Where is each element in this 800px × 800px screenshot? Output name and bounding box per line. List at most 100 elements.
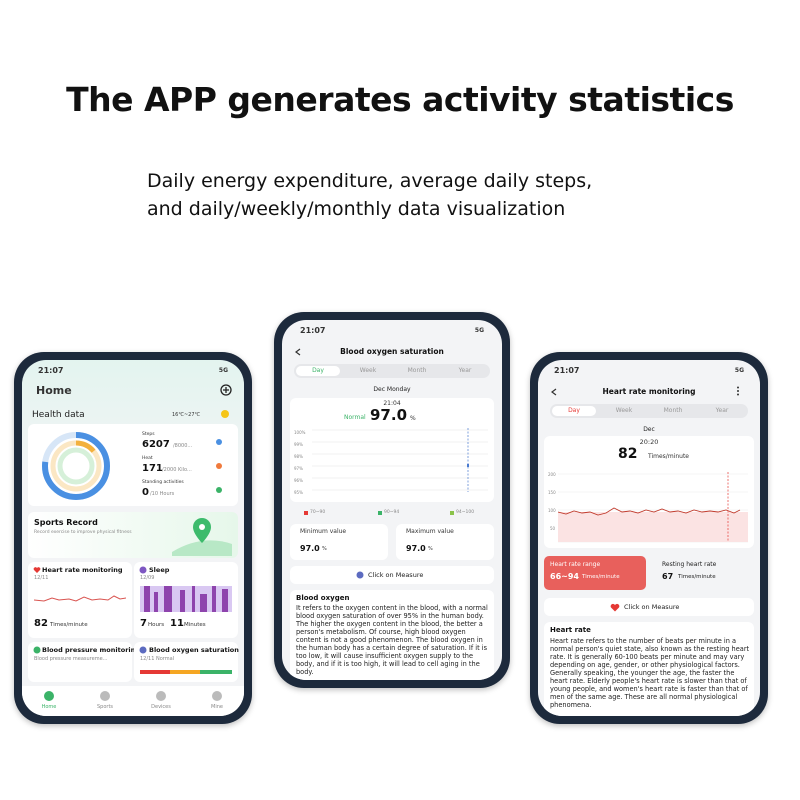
screen-title: Heart rate monitoring bbox=[602, 387, 696, 396]
tab-sports[interactable]: Sports bbox=[96, 704, 114, 710]
reading-time: 20:20 bbox=[639, 438, 659, 446]
max-label: Maximum value bbox=[406, 528, 454, 535]
bp-icon bbox=[33, 646, 41, 654]
sleep-bars bbox=[140, 586, 232, 612]
axis-label: 100% bbox=[294, 430, 306, 435]
tab-week[interactable]: Week bbox=[615, 407, 633, 414]
measure-button[interactable] bbox=[544, 598, 754, 616]
tab-month[interactable]: Month bbox=[663, 407, 683, 414]
min-value: 97.0 bbox=[300, 544, 320, 553]
resting-value: 67 bbox=[662, 572, 674, 581]
legend-swatches bbox=[304, 511, 454, 515]
back-icon[interactable] bbox=[294, 348, 302, 356]
heart-screen: 21:07 5G Heart rate monitoring Day Week … bbox=[538, 360, 760, 716]
tab-month[interactable]: Month bbox=[407, 367, 427, 374]
sleep-title: Sleep bbox=[149, 566, 170, 574]
heart-sparkline bbox=[34, 595, 126, 602]
heart-icon bbox=[610, 603, 620, 612]
tab-week[interactable]: Week bbox=[359, 367, 377, 374]
oxygen-screen: 21:07 5G Blood oxygen saturation Day Wee… bbox=[282, 320, 502, 680]
screen-title: Home bbox=[36, 384, 72, 397]
sleep-minutes: 11 bbox=[170, 618, 184, 629]
axis-label: 98% bbox=[294, 454, 303, 459]
axis-label: 150 bbox=[548, 490, 556, 495]
tab-year[interactable]: Year bbox=[715, 407, 729, 414]
oxygen-chart bbox=[312, 428, 488, 492]
measure-label[interactable]: Click on Measure bbox=[624, 603, 680, 611]
headline: The APP generates activity statistics bbox=[66, 80, 734, 119]
active-tab bbox=[296, 366, 340, 376]
bp-title: Blood pressure monitoring bbox=[42, 646, 140, 654]
info-title: Heart rate bbox=[550, 626, 591, 634]
screen-title: Blood oxygen saturation bbox=[340, 347, 444, 356]
subtitle: and daily/weekly/monthly data visualizat… bbox=[147, 198, 566, 220]
range-unit: Times/minute bbox=[582, 574, 620, 580]
oxygen-subtitle: 12/11 Normal bbox=[140, 656, 175, 662]
heart-value: 82 bbox=[34, 618, 48, 629]
status-network: 5G bbox=[734, 367, 744, 374]
info-text: It refers to the oxygen content in the b… bbox=[296, 604, 488, 676]
steps-goal: /8000... bbox=[173, 443, 193, 449]
measure-button[interactable] bbox=[290, 566, 494, 584]
status-time: 21:07 bbox=[300, 326, 326, 335]
heart-chart bbox=[558, 472, 748, 543]
legend-label: 90~94 bbox=[384, 510, 400, 515]
activity-icons bbox=[216, 439, 222, 493]
sports-title: Sports Record bbox=[34, 518, 98, 527]
section-title: Health data bbox=[32, 410, 85, 420]
hours-unit: Hours bbox=[148, 622, 165, 628]
max-unit: % bbox=[428, 546, 433, 552]
phone: 21:07 5G Home Health data 16℃~27℃ Steps … bbox=[14, 352, 252, 724]
status-network: 5G bbox=[218, 367, 228, 374]
max-card bbox=[396, 524, 494, 560]
info-card bbox=[290, 590, 494, 680]
heat-goal: /2000 Kilo... bbox=[162, 467, 192, 473]
weather: 16℃~27℃ bbox=[172, 412, 201, 418]
tab-mine[interactable]: Mine bbox=[211, 704, 223, 710]
reading-unit: % bbox=[410, 415, 416, 422]
tab-day[interactable]: Day bbox=[568, 407, 580, 414]
bp-subtitle: Blood pressure measureme... bbox=[34, 656, 108, 662]
steps-value: 6207 bbox=[142, 439, 170, 450]
reading-value: 82 bbox=[618, 446, 638, 462]
info-title: Blood oxygen bbox=[296, 594, 350, 602]
sleep-hours: 7 bbox=[140, 618, 147, 629]
axis-label: 200 bbox=[548, 472, 556, 477]
info-text: Heart rate refers to the number of beats… bbox=[550, 637, 750, 709]
heat-label: Heat bbox=[142, 456, 153, 461]
range-label: Heart rate range bbox=[550, 561, 601, 568]
tab-year[interactable]: Year bbox=[458, 367, 472, 374]
status: Normal bbox=[344, 414, 366, 421]
tab-day[interactable]: Day bbox=[312, 367, 324, 374]
back-icon[interactable] bbox=[550, 388, 558, 396]
reading-time: 21:04 bbox=[383, 400, 401, 407]
axis-label: 96% bbox=[294, 478, 303, 483]
sleep-date: 12/09 bbox=[140, 575, 155, 581]
oxygen-scale bbox=[140, 670, 232, 674]
oxygen-title: Blood oxygen saturation bbox=[149, 646, 239, 654]
oxygen-card[interactable] bbox=[134, 642, 238, 682]
add-icon[interactable] bbox=[220, 384, 232, 396]
bp-card[interactable] bbox=[28, 642, 132, 682]
sports-subtitle: Record exercise to improve physical fitn… bbox=[34, 530, 132, 535]
min-card bbox=[290, 524, 388, 560]
standing-goal: /10 Hours bbox=[150, 491, 175, 497]
axis-label: 50 bbox=[550, 526, 556, 531]
axis-label: 95% bbox=[294, 490, 303, 495]
range-card bbox=[544, 556, 646, 590]
menu-icon[interactable] bbox=[736, 386, 740, 396]
tab-icons bbox=[44, 691, 222, 701]
subtitle: Daily energy expenditure, average daily … bbox=[147, 170, 593, 192]
measure-label[interactable]: Click on Measure bbox=[368, 571, 424, 579]
reading-value: 97.0 bbox=[370, 406, 408, 424]
legend-label: 94~100 bbox=[456, 510, 475, 515]
tab-devices[interactable]: Devices bbox=[151, 704, 171, 710]
resting-label: Resting heart rate bbox=[662, 561, 717, 568]
axis-label: 100 bbox=[548, 508, 556, 513]
oxygen-icon bbox=[139, 646, 147, 654]
period-tabs bbox=[294, 364, 490, 378]
tab-home[interactable]: Home bbox=[41, 704, 57, 710]
phone: 21:07 5G Blood oxygen saturation Day Wee… bbox=[274, 312, 510, 688]
info-card bbox=[544, 622, 754, 716]
